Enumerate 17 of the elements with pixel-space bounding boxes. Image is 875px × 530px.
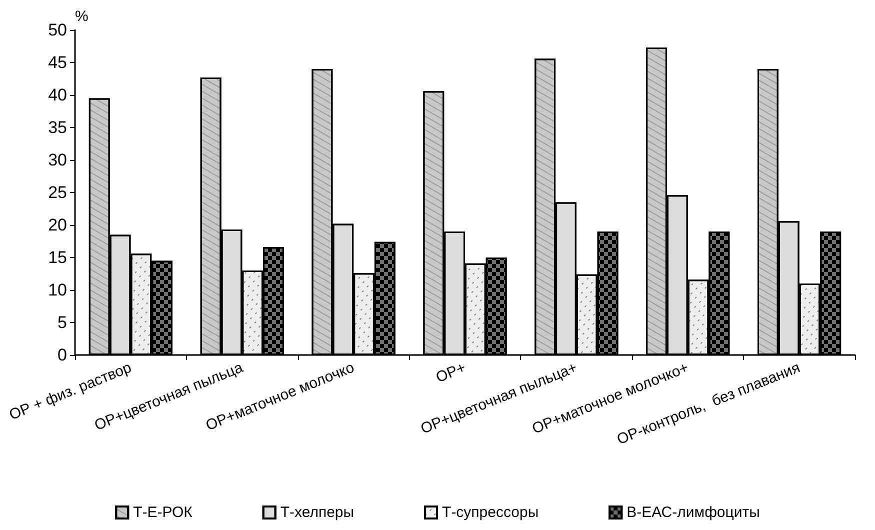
y-tick-label: 35	[48, 118, 67, 137]
y-tick-label: 10	[48, 280, 67, 300]
legend-label: Т-супрессоры	[442, 504, 539, 521]
y-tick-label: 25	[48, 183, 67, 202]
x-tick-label: ОР+	[434, 359, 468, 386]
y-tick-label: 30	[48, 150, 67, 170]
y-tick-label: 0	[58, 346, 67, 364]
y-axis-title: %	[75, 8, 88, 25]
legend-label: Т-Е-РОК	[133, 504, 193, 521]
y-tick-label: 50	[48, 20, 67, 40]
y-tick-label: 5	[58, 313, 67, 332]
legend-label: В-ЕАС-лимфоциты	[626, 504, 760, 521]
y-tick-label: 40	[48, 86, 67, 104]
y-tick-label: 20	[48, 216, 67, 234]
y-tick-label: 45	[48, 53, 67, 72]
legend-label: Т-хелперы	[280, 504, 354, 521]
y-tick-label: 15	[48, 248, 67, 267]
